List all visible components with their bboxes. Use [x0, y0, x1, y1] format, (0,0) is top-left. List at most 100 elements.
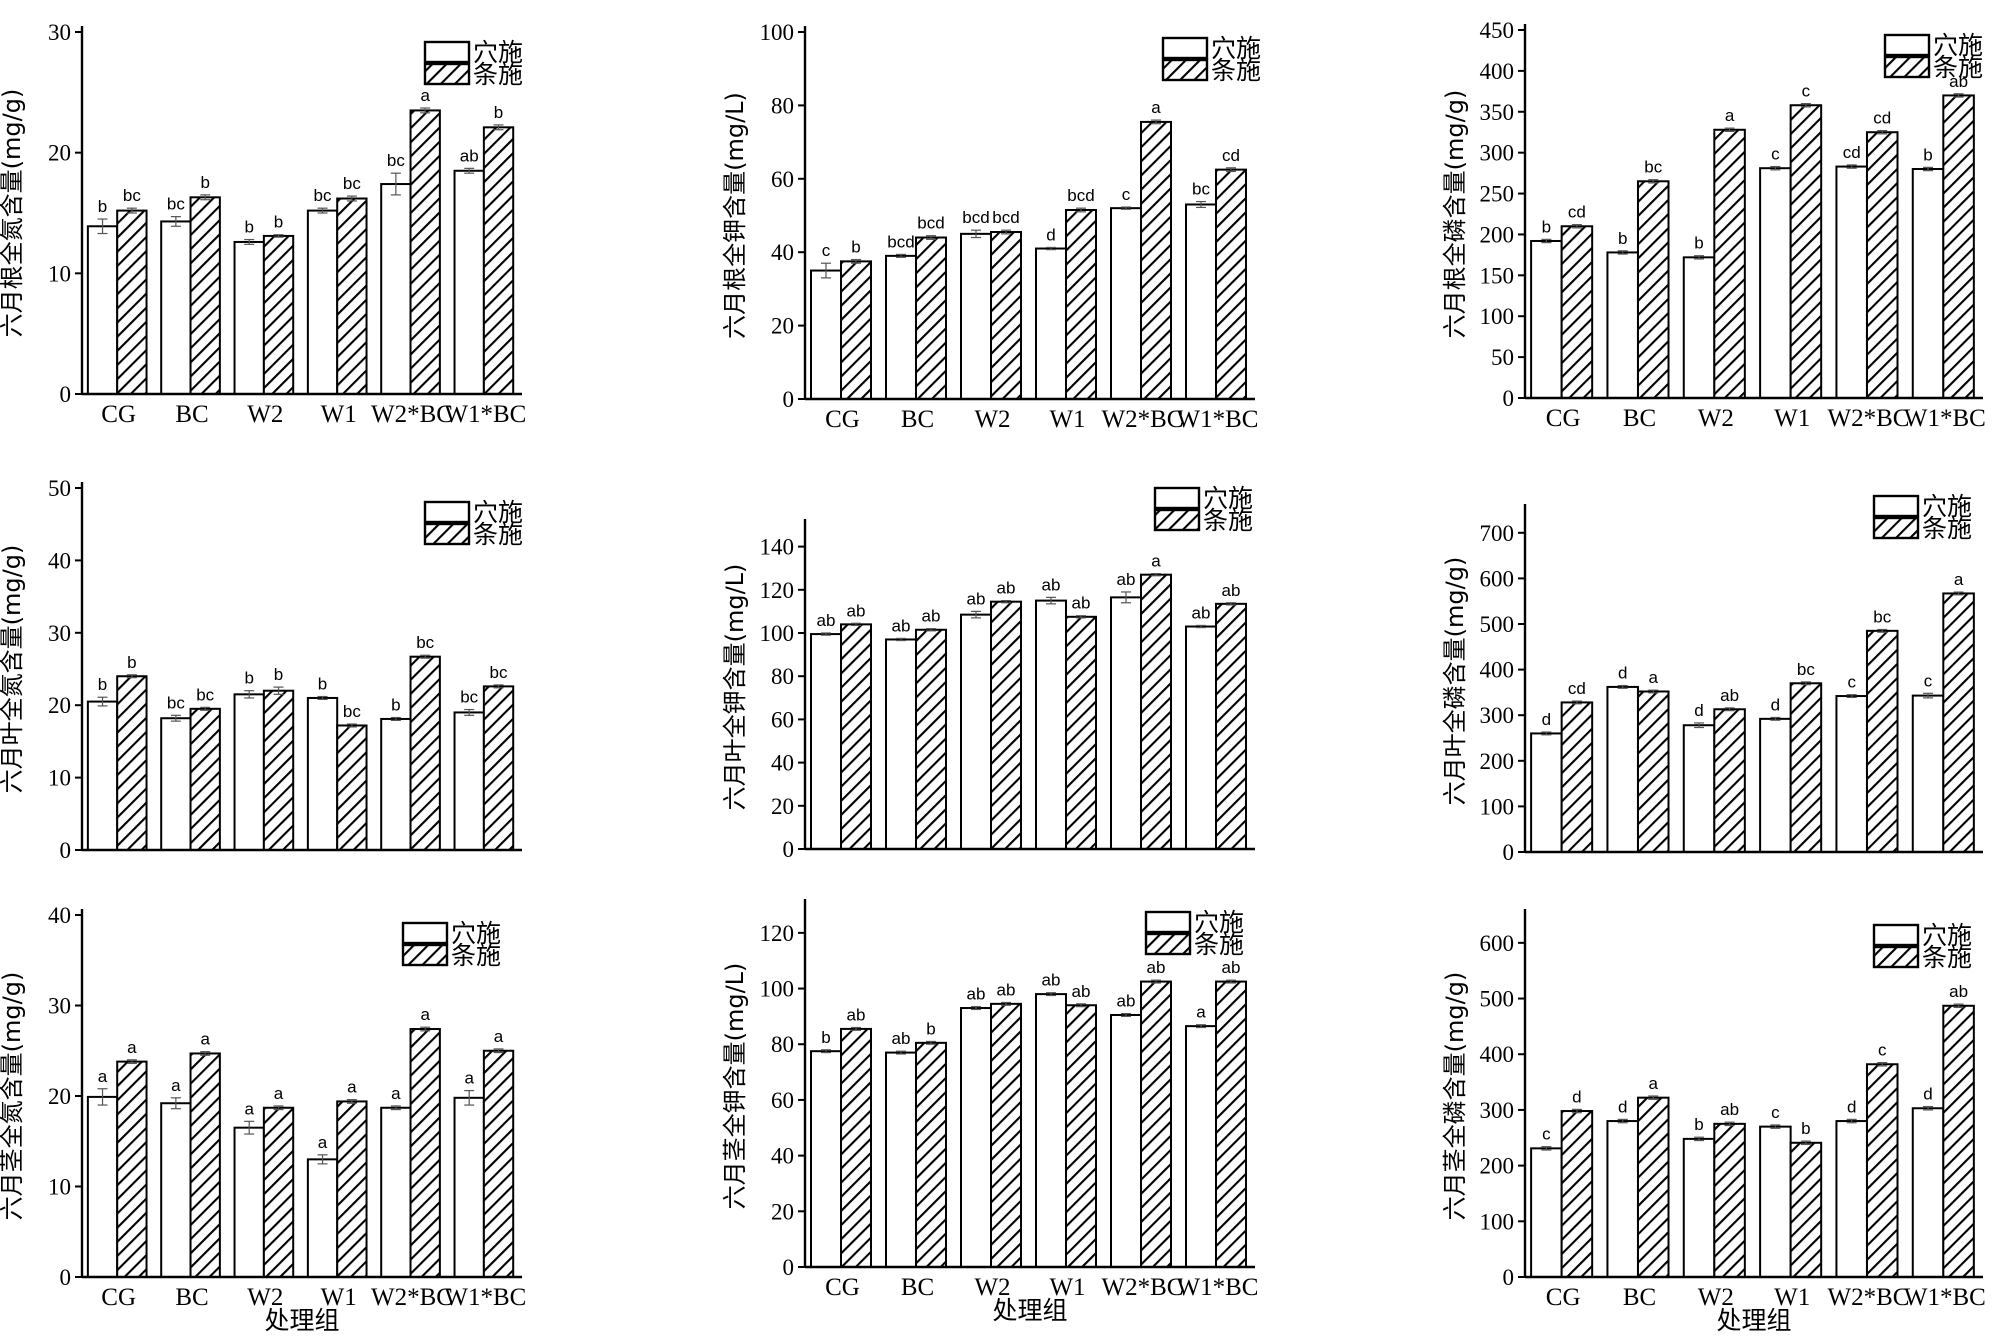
axes	[1518, 504, 1983, 854]
error-bar	[1800, 1140, 1811, 1146]
x-category-label: CG	[825, 1274, 860, 1301]
significance-label: c	[1847, 673, 1856, 692]
significance-label: ab	[1042, 971, 1061, 990]
error-bar	[1724, 707, 1735, 712]
legend-label: 条施	[451, 941, 501, 970]
error-bar	[1076, 615, 1086, 619]
significance-label: a	[1649, 668, 1659, 687]
significance-label: ab	[1720, 1100, 1739, 1119]
significance-label: d	[1771, 695, 1780, 714]
significance-label: b	[1542, 217, 1551, 236]
significance-label: b	[274, 213, 283, 232]
error-bar	[1046, 992, 1056, 997]
significance-label: c	[1802, 82, 1811, 101]
significance-label: ab	[1192, 603, 1211, 622]
x-category-label: W1*BC	[1904, 1284, 1986, 1311]
error-bar	[1121, 1012, 1131, 1017]
significance-label: ab	[1072, 982, 1091, 1001]
x-axis-title: 处理组	[1716, 1306, 1791, 1335]
significance-label: a	[420, 86, 430, 105]
significance-label: ab	[1042, 575, 1061, 594]
legend-label: 穴施	[1211, 34, 1261, 63]
x-category-label: W2*BC	[1828, 1284, 1910, 1311]
y-axis-title: 六月叶全磷含量(mg/g)	[1441, 557, 1469, 806]
bar-tiaoshi-1	[840, 1027, 872, 1269]
significance-label: d	[1847, 1097, 1856, 1116]
error-bar	[1724, 1121, 1735, 1127]
significance-label: d	[1618, 1097, 1627, 1116]
error-bar	[97, 218, 108, 235]
x-category-label: BC	[175, 401, 208, 428]
error-bar	[1151, 979, 1161, 984]
legend-label: 穴施	[451, 919, 501, 948]
bar-tiaoshi-2	[1636, 1096, 1670, 1278]
error-bar	[926, 628, 936, 632]
error-bar	[1648, 689, 1659, 694]
y-tick-label: 450	[1480, 18, 1515, 43]
axes	[75, 26, 522, 396]
bar-tiaoshi-5	[1140, 120, 1172, 400]
bar-xueshi-4	[306, 209, 339, 395]
error-bar	[821, 632, 831, 636]
error-bar	[346, 723, 357, 728]
y-axis-title: 六月茎全钾含量(mg/L)	[721, 963, 749, 1210]
significance-label: b	[851, 238, 860, 257]
error-bar	[346, 195, 357, 202]
significance-label: c	[822, 241, 831, 260]
bar-xueshi-5	[1110, 207, 1142, 400]
significance-label: bc	[460, 688, 478, 707]
error-bar	[493, 684, 504, 689]
axes	[1518, 24, 1983, 400]
significance-label: c	[1122, 185, 1131, 204]
error-bar	[1151, 572, 1161, 577]
x-category-label: W2	[247, 401, 283, 428]
error-bar	[1724, 127, 1735, 133]
y-tick-label: 0	[60, 1265, 72, 1290]
y-tick-label: 200	[1480, 749, 1515, 774]
x-category-label: W1	[1049, 1274, 1085, 1301]
y-tick-label: 60	[771, 707, 794, 732]
y-tick-label: 300	[1480, 703, 1515, 728]
significance-label: a	[1151, 98, 1161, 117]
bar-xueshi-6	[453, 711, 485, 851]
bar-tiaoshi-6	[1942, 94, 1975, 400]
bar-tiaoshi-1	[1560, 1110, 1594, 1278]
significance-label: b	[127, 653, 136, 672]
error-bar	[390, 716, 401, 722]
bar-tiaoshi-2	[189, 707, 221, 851]
y-tick-label: 20	[48, 141, 71, 166]
legend-swatch	[1872, 516, 1920, 540]
error-bar	[1877, 628, 1888, 633]
significance-label: bc	[196, 685, 214, 704]
significance-label: cd	[1568, 679, 1586, 698]
legend-swatch	[1161, 58, 1209, 82]
significance-label: bc	[1873, 607, 1891, 626]
bar-tiaoshi-3	[990, 1002, 1022, 1268]
y-tick-label: 400	[1480, 59, 1515, 84]
error-bar	[1001, 229, 1011, 235]
significance-label: a	[171, 1076, 181, 1095]
y-tick-label: 10	[48, 1175, 71, 1200]
significance-label: ab	[1949, 72, 1968, 91]
y-tick-label: 600	[1480, 931, 1515, 956]
error-bar	[200, 194, 211, 201]
significance-label: b	[391, 696, 400, 715]
error-bar	[1541, 731, 1552, 736]
bar-xueshi-4	[1759, 717, 1792, 854]
significance-label: b	[926, 1019, 935, 1038]
y-tick-label: 0	[783, 387, 795, 412]
axes	[798, 519, 1255, 851]
y-tick-label: 60	[771, 167, 794, 192]
legend-swatch	[1153, 486, 1201, 510]
error-bar	[200, 1051, 211, 1056]
significance-label: c	[1924, 671, 1933, 690]
x-category-label: BC	[901, 406, 934, 433]
legend-label: 条施	[1211, 56, 1261, 85]
y-tick-label: 250	[1480, 182, 1515, 207]
